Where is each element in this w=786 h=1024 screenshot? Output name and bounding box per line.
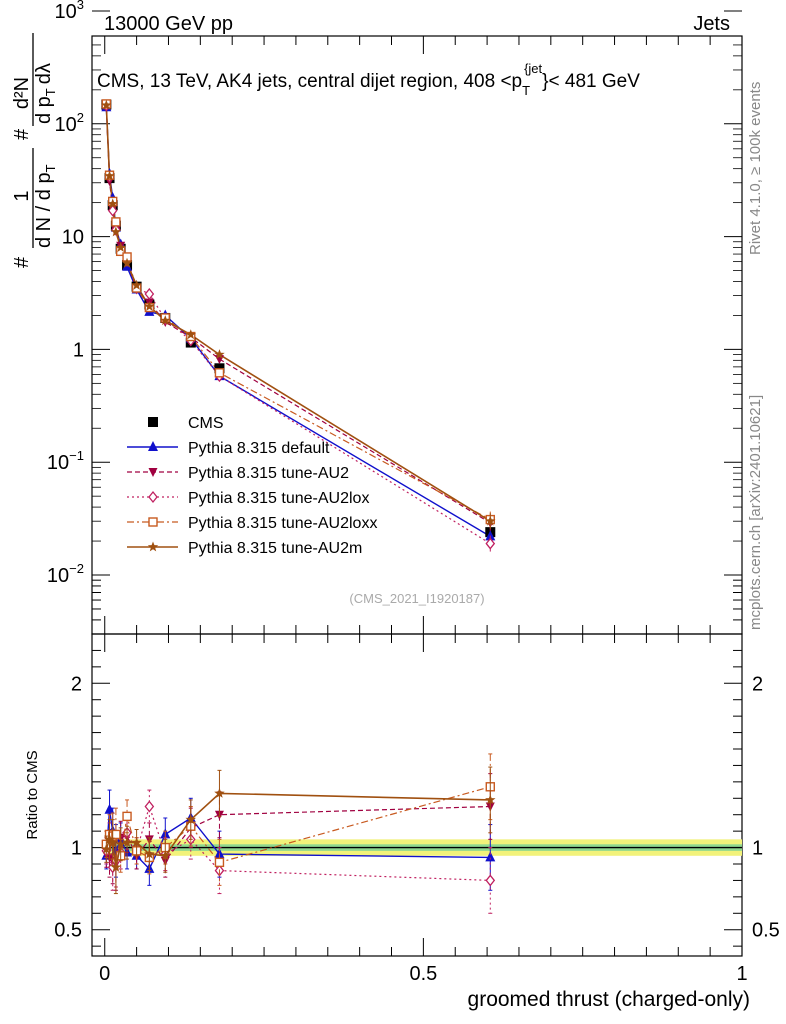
data-point-au2lox (485, 537, 496, 550)
ratio-y-axis-label: Ratio to CMS (24, 750, 41, 839)
ratio-axis-ticks: 0.5 0.51 12 20 0.5 1 (54, 634, 780, 985)
ratio-point-default (485, 851, 496, 862)
legend-marker-au2lox (148, 490, 158, 504)
data-point-au2m (160, 315, 171, 326)
data-point-au2loxx (214, 368, 225, 378)
data-point-au2m (144, 301, 155, 311)
ratio-point-au2m (101, 843, 112, 854)
ratio-y-tick-label: 1 (71, 838, 82, 860)
data-point-default (485, 530, 496, 541)
data-point-au2m (104, 170, 115, 181)
data-point-au2m (185, 329, 196, 340)
main-plot-area (101, 99, 496, 552)
ratio-y-tick-label-right: 2 (752, 673, 763, 695)
legend: CMS Pythia 8.315 default Pythia 8.315 tune… (127, 415, 377, 557)
legend-label-au2m: Pythia 8.315 tune-AU2m (188, 540, 362, 557)
legend-marker-au2 (148, 468, 158, 477)
y-tick-label: 102 (55, 110, 84, 136)
ratio-point-au2m (131, 837, 142, 848)
ratio-point-au2lox (485, 874, 496, 887)
ratio-point-au2m (185, 814, 196, 825)
header-jets-label: Jets (693, 13, 730, 35)
x-axis-label: groomed thrust (charged-only) (468, 988, 750, 1011)
ylabel-denominator: d N / d pT (33, 164, 58, 248)
x-tick-label: 1 (736, 963, 747, 985)
legend-label-au2loxx: Pythia 8.315 tune-AU2loxx (188, 515, 377, 532)
legend-marker-au2m (147, 541, 159, 552)
ratio-point-au2m (110, 861, 122, 872)
legend-label-cms: CMS (188, 415, 224, 432)
legend-marker-cms (148, 417, 158, 427)
ylabel-hash-2: # (11, 128, 33, 140)
data-point-au2lox (107, 204, 118, 217)
y-tick-label: 1 (73, 339, 84, 361)
ratio-point-au2loxx (122, 811, 132, 822)
ylabel-one: 1 (11, 190, 33, 201)
ratio-point-au2loxx (214, 857, 225, 868)
main-y-axis-label: # 1 d N / d pT # d²N d pTdλ (11, 33, 58, 268)
legend-label-au2lox: Pythia 8.315 tune-AU2lox (188, 490, 369, 507)
header-energy-label: 13000 GeV pp (104, 13, 233, 35)
series-line-au2loxx (105, 103, 491, 521)
y-tick-label: 10 (62, 227, 84, 249)
x-tick-label: 0 (99, 963, 110, 985)
chart-title-sub: T (522, 83, 530, 98)
ratio-plot-area (101, 753, 742, 914)
ylabel-hash-1: # (11, 256, 33, 268)
legend-label-default: Pythia 8.315 default (188, 440, 330, 457)
analysis-id-watermark: (CMS_2021_I1920187) (349, 591, 484, 606)
ratio-y-tick-label: 0.5 (54, 920, 82, 942)
x-tick-label: 0.5 (409, 963, 437, 985)
legend-marker-au2loxx (148, 517, 158, 527)
data-point-au2m (110, 226, 122, 237)
chart-title-prefix: CMS, 13 TeV, AK4 jets, central dijet reg… (97, 71, 522, 92)
y-tick-label: 10−1 (47, 448, 84, 474)
y-tick-label: 10−2 (47, 561, 84, 587)
ratio-point-au2loxx (111, 829, 121, 840)
rivet-version-label: Rivet 4.1.0, ≥ 100k events (747, 82, 764, 255)
data-point-au2m (115, 242, 126, 252)
chart-title-suffix: }< 481 GeV (542, 71, 640, 92)
ratio-y-tick-label-right: 0.5 (752, 920, 780, 942)
mcplots-source-label: mcplots.cern.ch [arXiv:2401.10621] (747, 395, 764, 630)
ratio-panel-frame (91, 633, 743, 957)
ratio-point-default (104, 803, 115, 814)
ratio-point-au2lox (144, 800, 155, 813)
ratio-point-au2m (160, 850, 171, 861)
data-point-au2m (101, 99, 112, 110)
ratio-y-tick-label: 2 (71, 673, 82, 695)
ylabel-denominator-2: d pTdλ (33, 63, 58, 124)
legend-marker-default (148, 441, 158, 451)
data-point-au2lox (144, 287, 155, 301)
ylabel-numerator: d²N (11, 77, 33, 109)
chart-title: CMS, 13 TeV, AK4 jets, central dijet reg… (97, 61, 640, 98)
ratio-point-au2m (485, 794, 496, 805)
ratio-point-au2m (104, 833, 115, 844)
ratio-point-au2m (214, 787, 225, 798)
legend-label-au2: Pythia 8.315 tune-AU2 (188, 465, 349, 482)
ratio-point-au2m (121, 837, 133, 848)
chart-title-sup: {jet (524, 61, 542, 76)
ratio-point-au2m (107, 837, 118, 848)
ratio-point-au2m (115, 838, 126, 849)
y-tick-label: 103 (55, 0, 84, 23)
data-point-au2m (131, 279, 142, 290)
data-point-au2m (121, 257, 133, 268)
main-axis-ticks: 10−2 10−1 1 10 102 103 (47, 0, 743, 635)
ratio-point-au2m (144, 848, 155, 859)
data-point-au2m (107, 198, 118, 209)
ratio-y-tick-label-right: 1 (752, 838, 763, 860)
data-point-au2m (485, 515, 496, 526)
data-point-au2m (214, 349, 225, 359)
data-point-au2loxx (111, 217, 121, 227)
